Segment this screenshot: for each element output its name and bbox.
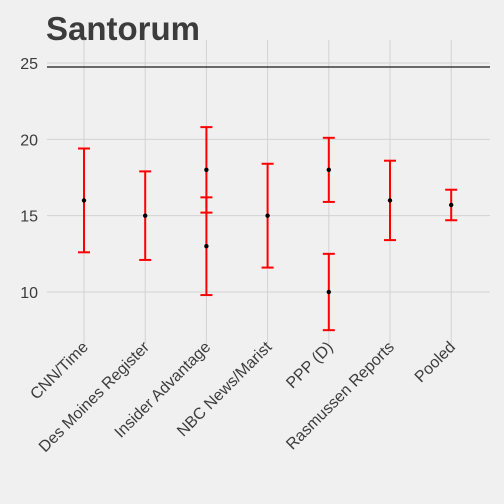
data-point — [326, 167, 331, 173]
data-point — [143, 213, 148, 218]
x-tick-label: Des Moines Register — [36, 338, 154, 456]
data-point — [265, 213, 270, 218]
data-point — [326, 289, 331, 295]
error-bar — [78, 147, 90, 254]
error-bars — [78, 126, 458, 332]
error-bar — [139, 170, 152, 261]
data-point — [387, 198, 393, 203]
y-tick-label: 15 — [20, 209, 38, 226]
error-bar — [445, 188, 458, 222]
data-point — [204, 244, 209, 249]
error-bar — [384, 159, 396, 242]
y-tick-label: 25 — [20, 56, 38, 73]
x-tick-label: Rasmussen Reports — [283, 339, 398, 454]
data-point — [449, 202, 454, 208]
x-tick-label: CNN/Time — [27, 339, 91, 403]
y-tick-label: 10 — [20, 285, 38, 302]
error-bar — [200, 196, 213, 297]
error-bar — [322, 136, 335, 203]
data-point — [81, 198, 87, 203]
error-bar — [261, 162, 274, 269]
error-bar — [322, 252, 335, 332]
data-point — [204, 167, 209, 173]
y-axis-ticks: 10 15 20 25 — [20, 56, 38, 302]
x-tick-label: Pooled — [412, 339, 459, 386]
chart-title: Santorum — [46, 10, 200, 47]
y-tick-label: 20 — [20, 132, 38, 149]
x-tick-label: PPP (D) — [283, 339, 336, 392]
